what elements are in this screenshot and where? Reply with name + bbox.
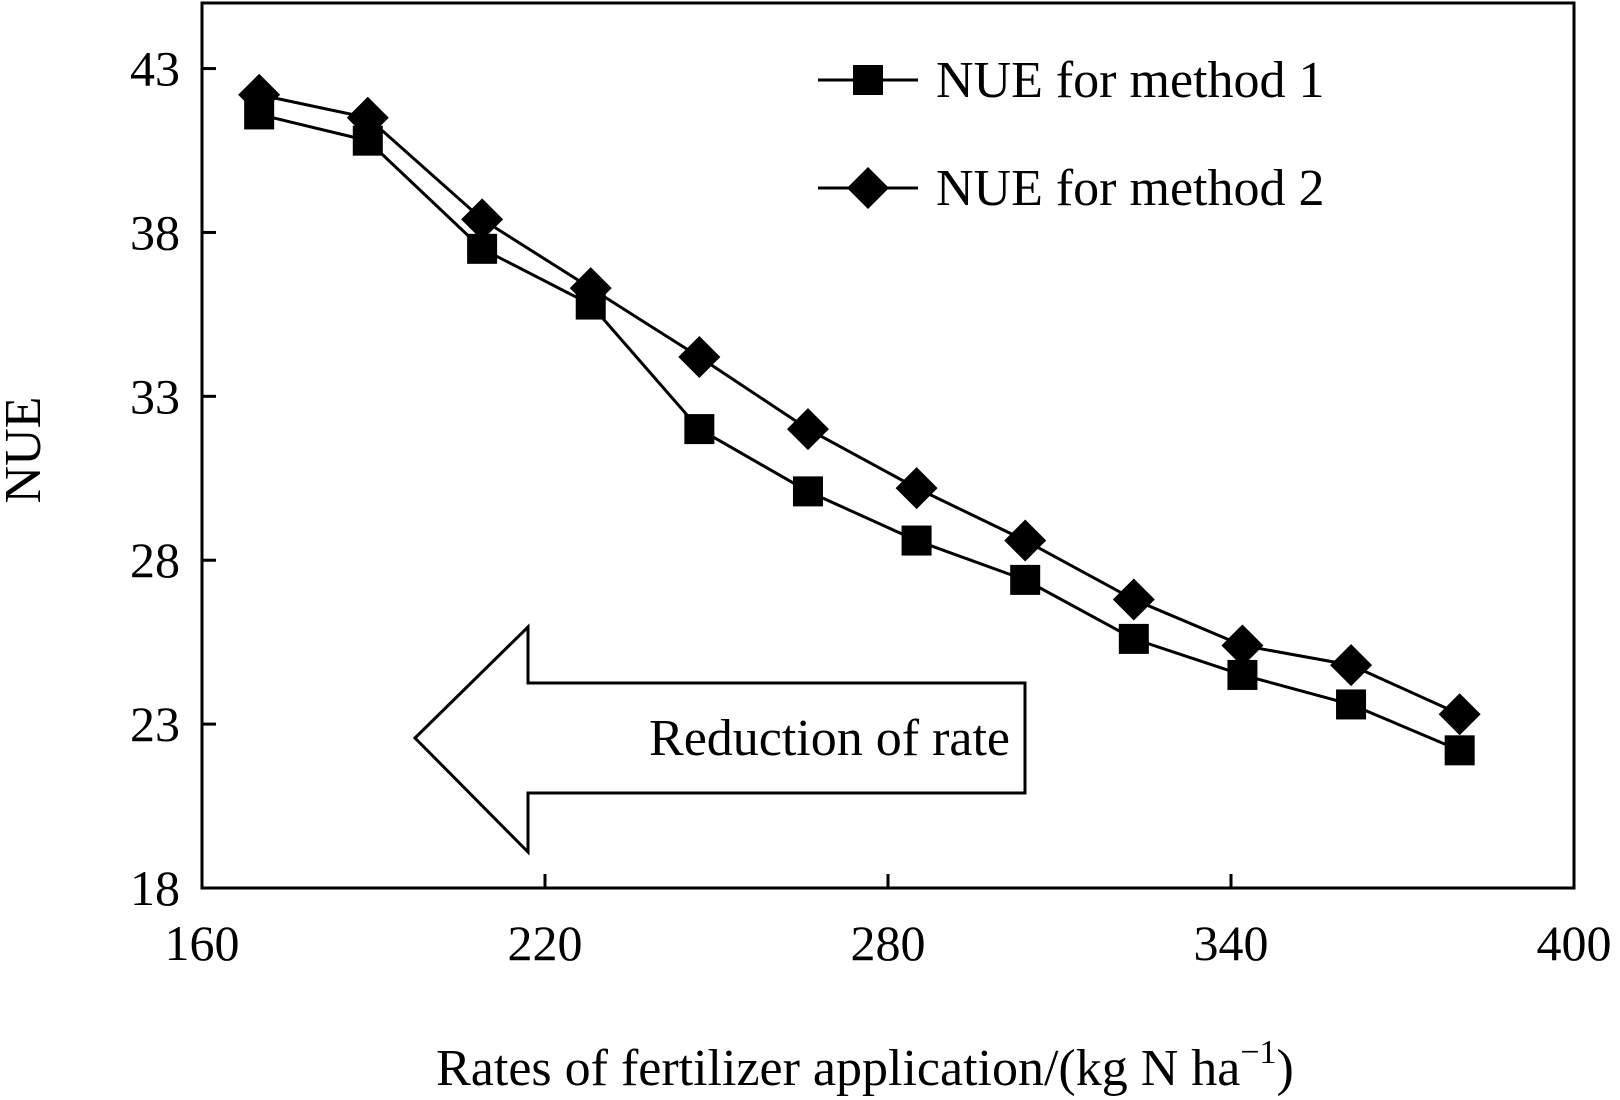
reduction-arrow-label: Reduction of rate (649, 710, 1010, 767)
data-point (901, 525, 932, 556)
legend-item: NUE for method 1 (818, 52, 1324, 109)
y-tick-label: 38 (130, 204, 180, 260)
y-tick-label: 28 (130, 532, 180, 588)
series-line (258, 93, 1461, 716)
x-axis-title-suffix: ) (1277, 1040, 1294, 1097)
data-point (1004, 519, 1047, 562)
data-point (792, 476, 823, 507)
y-tick-label: 18 (130, 860, 180, 916)
x-axis-title-main: Rates of fertilizer application/(kg N ha (436, 1040, 1240, 1097)
series-line (258, 112, 1461, 752)
x-tick-label: 400 (1537, 915, 1612, 971)
legend-label: NUE for method 2 (936, 160, 1324, 217)
data-point (1438, 693, 1481, 736)
data-point (1330, 644, 1373, 687)
data-point (569, 267, 612, 310)
data-point (238, 73, 281, 116)
data-point (1118, 623, 1149, 654)
x-axis-title: Rates of fertilizer application/(kg N ha… (436, 1034, 1294, 1097)
y-tick-label: 43 (130, 41, 180, 97)
y-axis-title: NUE (0, 397, 52, 504)
data-point (1221, 624, 1264, 667)
legend-marker (847, 167, 889, 209)
x-axis: 160 220 280 340 400 (165, 874, 1612, 971)
data-point (684, 414, 715, 445)
data-point (678, 336, 721, 378)
series-method-2 (238, 73, 1481, 736)
x-tick-label: 340 (1194, 915, 1269, 971)
legend-item: NUE for method 2 (818, 160, 1324, 217)
x-axis-title-superscript: −1 (1240, 1034, 1276, 1071)
y-tick-label: 23 (130, 696, 180, 752)
data-point (1336, 689, 1367, 720)
reduction-arrow-shape (412, 623, 1027, 856)
data-point (1112, 578, 1155, 621)
data-point (1444, 735, 1475, 766)
x-tick-label: 280 (851, 915, 926, 971)
legend-label: NUE for method 1 (936, 52, 1324, 109)
reduction-arrow: Reduction of rate (412, 623, 1027, 856)
data-point (1010, 564, 1041, 595)
data-point (346, 96, 389, 139)
x-tick-label: 220 (508, 915, 583, 971)
series-layer (238, 73, 1481, 766)
data-point (786, 408, 829, 451)
data-point (461, 198, 504, 241)
x-tick-label: 160 (165, 915, 240, 971)
legend: NUE for method 1 NUE for method 2 (818, 52, 1324, 217)
y-axis: 18 23 28 33 38 43 (130, 41, 216, 916)
data-point (895, 467, 938, 510)
y-tick-label: 33 (130, 368, 180, 424)
legend-marker (853, 65, 883, 95)
